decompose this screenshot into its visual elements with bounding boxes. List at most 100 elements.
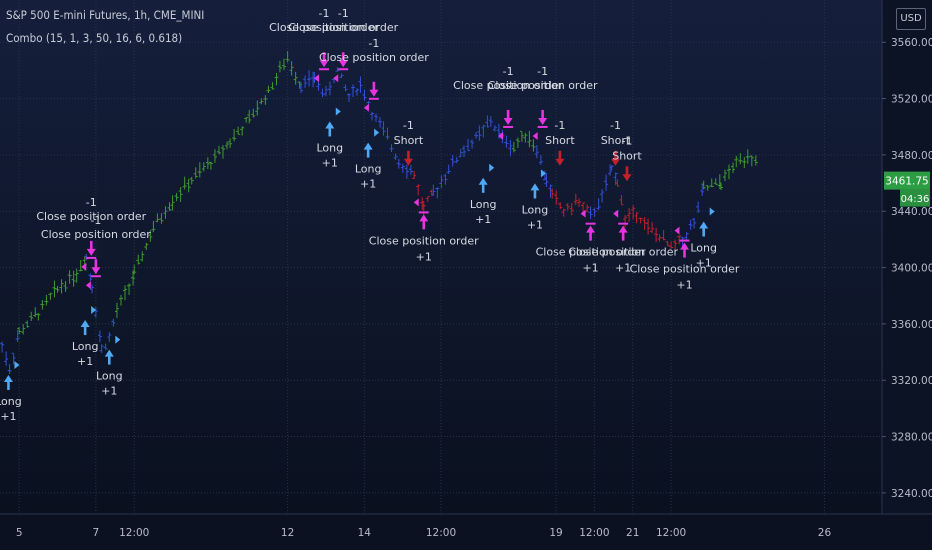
arrow-down-icon (369, 89, 379, 97)
arrow-up-icon (478, 177, 488, 185)
signal-label-long: Long (96, 370, 123, 383)
arrow-down-icon (338, 60, 348, 68)
arrow-bar (418, 211, 429, 214)
signal-label-qty: -1 (338, 7, 349, 20)
arrow-up-icon (363, 142, 373, 150)
triangle-right-icon (489, 163, 495, 172)
arrow-up-icon (80, 320, 90, 328)
price-tick-label: 3240.00 (891, 488, 932, 500)
symbol-title[interactable]: S&P 500 E-mini Futures, 1h, CME_MINI (6, 8, 205, 22)
signal-label-close: Close position order (453, 79, 563, 92)
arrow-down-icon (555, 158, 565, 166)
triangle-left-icon (85, 281, 91, 290)
signal-label-qty: -1 (622, 134, 633, 147)
signal-label-qty: -1 (86, 196, 97, 209)
time-tick-label: 12 (281, 527, 294, 539)
arrow-bar (537, 125, 548, 128)
arrow-up-icon (699, 221, 709, 229)
arrow-shaft (322, 52, 326, 62)
arrow-bar (319, 68, 330, 71)
triangle-left-icon (314, 74, 320, 83)
time-axis[interactable] (0, 514, 932, 550)
signal-label-short: Short (612, 149, 642, 162)
arrow-up-icon (3, 374, 13, 382)
arrow-down-icon (622, 174, 632, 182)
signal-label-short: Short (545, 134, 575, 147)
arrow-bar (86, 256, 97, 259)
signal-label-close: Close position order (319, 51, 429, 64)
arrow-shaft (683, 248, 686, 258)
time-tick-label: 14 (358, 527, 372, 539)
arrow-shaft (341, 52, 345, 62)
arrow-shaft (372, 81, 376, 91)
signal-label-qty: -1 (403, 119, 414, 132)
signal-label-qty: -1 (554, 119, 565, 132)
price-tick-label: 3560.00 (891, 37, 932, 49)
arrow-down-icon (610, 158, 620, 166)
signal-label-close: Close position order (488, 79, 598, 92)
arrow-up-icon (325, 121, 335, 129)
signal-label-qty: +1 (322, 156, 338, 169)
signal-label-long: Long (316, 141, 343, 154)
time-tick-label: 19 (549, 527, 562, 539)
triangle-right-icon (91, 306, 97, 315)
triangle-right-icon (709, 207, 715, 216)
signal-label-qty: +1 (615, 262, 631, 275)
signal-label-close: Close position order (630, 263, 740, 276)
signal-label-long: Long (470, 198, 497, 211)
arrow-shaft (107, 355, 111, 365)
signal-label-long: Long (72, 340, 99, 353)
signal-label-long: Long (0, 395, 22, 408)
signal-label-qty: +1 (101, 385, 117, 398)
signal-label-close: Close position order (36, 210, 146, 223)
price-axis[interactable] (882, 0, 932, 514)
arrow-shaft (558, 150, 562, 160)
arrow-up-icon (419, 214, 429, 222)
signal-label-short: Short (394, 134, 424, 147)
time-tick-label: 7 (93, 527, 100, 539)
triangle-left-icon (363, 103, 369, 112)
arrow-shaft (533, 189, 537, 199)
triangle-left-icon (532, 131, 538, 140)
price-bars (0, 51, 758, 375)
last-price-label: 3461.75 (885, 176, 928, 188)
signal-label-long: Long (690, 241, 717, 254)
countdown-label: 04:36 (901, 194, 930, 205)
time-tick-label: 26 (818, 527, 832, 539)
arrow-shaft (589, 231, 592, 241)
time-axis-labels: 5 7 12:00 12 14 12:00 19 12:00 21 12:00 26 (16, 527, 832, 539)
arrow-bar (618, 222, 629, 225)
signal-label-qty: -1 (368, 37, 379, 50)
signal-label-qty: +1 (77, 355, 93, 368)
time-tick-label: 12:00 (426, 527, 456, 539)
last-price-badge: 3461.75 04:36 (884, 171, 930, 207)
price-tick-label: 3320.00 (891, 375, 932, 387)
arrow-down-icon (538, 117, 548, 125)
signal-label-qty: +1 (360, 178, 376, 191)
time-tick-label: 12:00 (579, 527, 609, 539)
countdown-box (900, 189, 930, 207)
arrow-shaft (83, 326, 87, 336)
indicator-legend[interactable]: Combo (15, 1, 3, 50, 16, 6, 0.618) (6, 31, 183, 45)
arrow-shaft (94, 259, 98, 269)
time-tick-label: 12:00 (119, 527, 149, 539)
signal-label-close: Close position order (536, 246, 646, 259)
signal-label-qty: +1 (582, 262, 598, 275)
arrow-up-icon (586, 225, 596, 233)
signal-label-qty: -1 (537, 65, 548, 78)
grid-lines (0, 0, 882, 514)
time-tick-label: 5 (16, 527, 23, 539)
triangle-right-icon (374, 128, 380, 137)
signal-label-qty: +1 (475, 213, 491, 226)
signal-label-qty: +1 (676, 279, 692, 292)
arrow-shaft (7, 380, 10, 390)
triangle-right-icon (115, 335, 121, 344)
signal-label-qty: +1 (527, 218, 543, 231)
price-axis-labels: 3560.00 3520.00 3480.00 3440.00 3400.00 3360.… (882, 37, 932, 500)
arrow-shaft (506, 109, 510, 119)
triangle-right-icon (335, 107, 341, 116)
currency-button[interactable]: USD (896, 8, 926, 30)
signal-label-qty: -1 (319, 7, 330, 20)
